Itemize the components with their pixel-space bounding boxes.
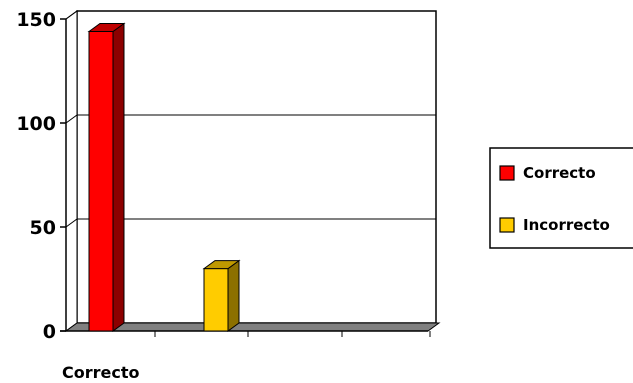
bar-top — [202, 260, 241, 270]
bar-correcto — [87, 22, 126, 332]
bars — [87, 22, 241, 332]
bar-side — [227, 259, 240, 332]
gridline — [65, 114, 436, 124]
y-tick-label: 100 — [16, 113, 56, 135]
gridline — [65, 10, 436, 20]
y-tick-labels: 0 50 100 150 — [16, 9, 56, 343]
axes — [60, 18, 431, 337]
bar-side — [112, 22, 125, 332]
legend-label-incorrecto: Incorrecto — [523, 216, 610, 234]
y-tick-label: 150 — [16, 9, 56, 31]
bar-incorrecto — [202, 259, 241, 332]
back-wall — [76, 10, 437, 324]
bar-front — [88, 30, 114, 332]
y-tick-label: 50 — [30, 217, 56, 239]
side-wall — [65, 10, 78, 332]
legend: Correcto Incorrecto — [489, 147, 633, 249]
gridlines — [65, 10, 436, 228]
legend-swatch-incorrecto — [499, 217, 515, 233]
y-tick-label: 0 — [43, 321, 56, 343]
bar-front — [203, 268, 229, 332]
legend-label-correcto: Correcto — [523, 164, 596, 182]
bar-top — [87, 22, 126, 32]
legend-swatch-correcto — [499, 165, 515, 181]
x-category-labels: Correcto — [62, 363, 140, 382]
x-category-label: Correcto — [62, 363, 140, 382]
gridline — [65, 218, 436, 228]
